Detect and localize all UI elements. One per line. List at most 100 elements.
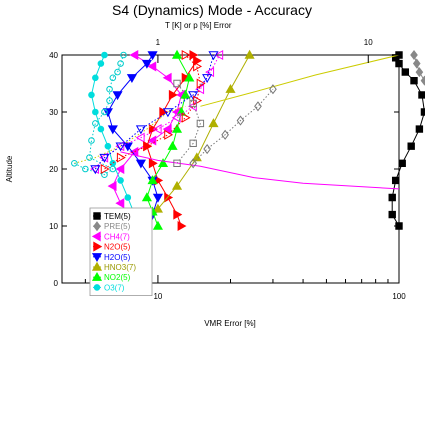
data-point-12-1 bbox=[99, 152, 109, 163]
data-point-12-4 bbox=[152, 124, 162, 135]
data-point-13-7 bbox=[208, 51, 219, 61]
data-point-1-9 bbox=[420, 75, 425, 86]
data-point-12-0 bbox=[90, 163, 100, 175]
data-point-6-9 bbox=[184, 72, 195, 82]
data-point-3-0 bbox=[177, 220, 187, 232]
data-point-2-3 bbox=[107, 181, 117, 192]
legend-marker-6 bbox=[91, 271, 103, 281]
data-point-0-4 bbox=[398, 159, 406, 167]
chart-title: S4 (Dynamics) Mode - Accuracy bbox=[112, 2, 312, 18]
top-axis-label: T [K] or p [%] Error bbox=[165, 21, 232, 30]
data-point-12-9 bbox=[214, 49, 224, 61]
series-line-16 bbox=[176, 83, 201, 164]
data-point-4-11 bbox=[147, 51, 158, 61]
data-point-6-5 bbox=[167, 140, 178, 150]
data-point-13-0 bbox=[90, 165, 101, 175]
series-line-9 bbox=[200, 54, 400, 107]
data-point-2-2 bbox=[115, 198, 125, 209]
data-point-13-1 bbox=[99, 153, 110, 163]
data-point-16-2 bbox=[196, 119, 205, 128]
data-point-14-1 bbox=[116, 152, 126, 163]
data-point-11-10 bbox=[109, 74, 117, 82]
data-point-3-2 bbox=[164, 192, 174, 203]
data-point-0-10 bbox=[401, 68, 410, 76]
data-point-2-11 bbox=[147, 61, 157, 72]
data-point-4-9 bbox=[126, 74, 137, 84]
data-point-0-1 bbox=[388, 210, 396, 219]
data-point-14-3 bbox=[164, 129, 174, 140]
data-point-13-2 bbox=[115, 142, 126, 152]
series-line-12 bbox=[94, 54, 220, 170]
data-point-5-5 bbox=[225, 83, 236, 93]
data-point-16-1 bbox=[189, 139, 197, 148]
legend-label-0: TEM(5) bbox=[104, 212, 131, 221]
data-point-11-12 bbox=[117, 60, 124, 67]
top-tick-label-0: 1 bbox=[156, 38, 161, 47]
data-point-15-5 bbox=[269, 84, 277, 95]
data-point-16-3 bbox=[189, 99, 197, 108]
data-point-12-2 bbox=[115, 141, 125, 152]
x-tick-label-1: 100 bbox=[392, 292, 406, 301]
data-point-4-2 bbox=[152, 193, 163, 203]
data-point-0-6 bbox=[415, 125, 424, 133]
data-point-5-1 bbox=[152, 203, 163, 213]
y-tick-label-1: 10 bbox=[49, 222, 58, 231]
y-axis-label: Altitude bbox=[5, 155, 14, 182]
data-point-15-0 bbox=[189, 158, 197, 169]
data-point-15-2 bbox=[221, 129, 229, 140]
data-point-11-8 bbox=[106, 97, 113, 104]
data-point-0-7 bbox=[420, 108, 425, 116]
data-point-4-7 bbox=[102, 108, 113, 118]
legend-label-2: CH4(7) bbox=[104, 232, 130, 241]
legend: TEM(5)PRE(5)CH4(7) N2O(5)H2O(5)HNO3(7)NO2… bbox=[89, 207, 153, 296]
legend-label-6: NO2(5) bbox=[104, 273, 131, 282]
series-line-11 bbox=[74, 54, 124, 176]
series-line-13 bbox=[94, 54, 214, 170]
data-point-4-6 bbox=[107, 125, 118, 135]
data-point-0-2 bbox=[388, 193, 396, 202]
x-tick-label-0: 10 bbox=[153, 292, 162, 301]
data-point-13-4 bbox=[162, 108, 173, 118]
data-point-14-2 bbox=[143, 141, 153, 152]
data-point-6-4 bbox=[157, 158, 169, 167]
data-point-4-8 bbox=[112, 91, 123, 101]
data-point-2-12 bbox=[129, 49, 139, 61]
legend-label-3: N2O(5) bbox=[104, 243, 131, 252]
data-point-5-2 bbox=[171, 180, 183, 190]
legend-marker-7 bbox=[93, 284, 101, 291]
legend-marker-4 bbox=[91, 253, 103, 263]
data-point-11-5 bbox=[88, 137, 95, 144]
data-point-2-4 bbox=[115, 163, 125, 175]
top-tick-label-1: 10 bbox=[364, 38, 373, 47]
data-point-14-0 bbox=[100, 163, 110, 175]
series-group bbox=[71, 49, 425, 232]
data-point-7-9 bbox=[92, 74, 99, 82]
data-point-7-2 bbox=[124, 194, 132, 201]
data-point-15-1 bbox=[203, 144, 211, 155]
legend-label-1: PRE(5) bbox=[104, 222, 131, 231]
data-point-14-4 bbox=[181, 112, 191, 123]
data-point-0-9 bbox=[410, 76, 418, 85]
data-point-7-3 bbox=[117, 177, 124, 184]
data-point-0-5 bbox=[407, 142, 415, 150]
data-point-6-0 bbox=[152, 220, 163, 230]
data-point-15-4 bbox=[254, 101, 262, 112]
legend-marker-1 bbox=[93, 221, 101, 232]
y-tick-label-4: 40 bbox=[49, 51, 58, 60]
data-point-4-4 bbox=[135, 159, 146, 169]
data-point-1-10 bbox=[415, 67, 424, 78]
data-point-5-6 bbox=[244, 49, 255, 59]
data-point-6-10 bbox=[171, 49, 183, 59]
data-point-0-3 bbox=[391, 176, 400, 185]
y-tick-label-3: 30 bbox=[49, 108, 58, 117]
data-point-2-7 bbox=[162, 124, 172, 135]
data-point-15-3 bbox=[236, 115, 245, 126]
data-point-16-0 bbox=[173, 159, 181, 167]
data-point-13-6 bbox=[202, 74, 213, 84]
data-point-14-7 bbox=[193, 61, 203, 72]
data-point-11-1 bbox=[82, 165, 89, 173]
data-point-7-4 bbox=[109, 160, 117, 167]
data-point-4-10 bbox=[141, 59, 152, 69]
data-point-12-3 bbox=[135, 132, 145, 143]
